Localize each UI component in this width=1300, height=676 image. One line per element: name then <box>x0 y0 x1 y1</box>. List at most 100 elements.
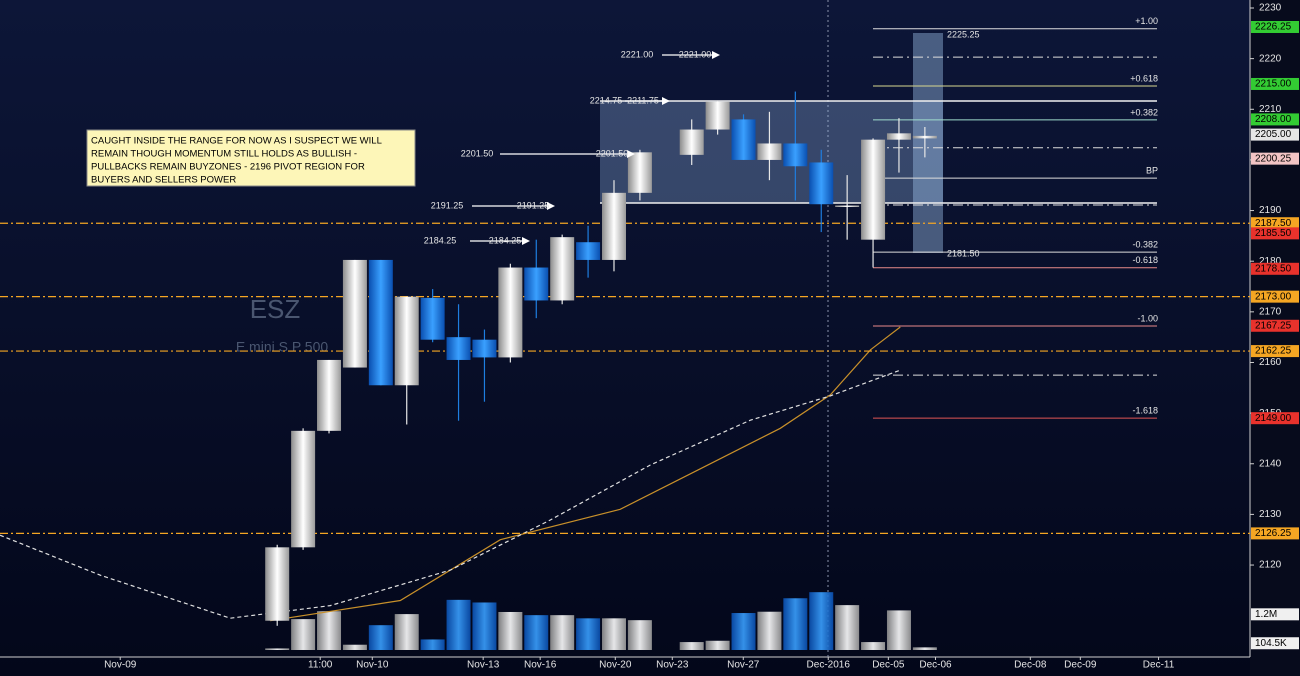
y-tick-label: 2230 <box>1259 3 1282 14</box>
axis-layer: 2230222022102200219021802170216021502140… <box>104 3 1299 671</box>
candle-body <box>731 119 756 160</box>
price-marker: 2208.00 <box>1251 113 1299 126</box>
arrow-target-label: 2201.50 <box>596 148 629 158</box>
price-marker-box <box>1251 20 1299 33</box>
y-tick-label: 2220 <box>1259 53 1282 64</box>
price-marker-box <box>1251 290 1299 303</box>
price-marker: 2149.00 <box>1251 412 1299 425</box>
x-tick-label: Nov-23 <box>656 660 689 671</box>
x-tick-label: Dec-05 <box>872 660 905 671</box>
moving-average <box>270 326 901 622</box>
volume-bar <box>368 625 393 650</box>
x-tick-label: Nov-13 <box>467 660 500 671</box>
price-marker-label: 2167.25 <box>1255 320 1292 331</box>
x-tick-label: Dec-11 <box>1143 660 1175 671</box>
price-marker-label: 2187.50 <box>1255 218 1292 229</box>
volume-marker: 104.5K <box>1251 637 1299 650</box>
volume-marker: 1.2M <box>1251 608 1299 621</box>
price-marker-box <box>1251 128 1299 141</box>
candle-body <box>524 267 549 301</box>
volume-bar <box>524 615 549 650</box>
price-marker-box <box>1251 262 1299 275</box>
note-line: CAUGHT INSIDE THE RANGE FOR NOW AS I SUS… <box>91 136 382 147</box>
note-box: CAUGHT INSIDE THE RANGE FOR NOW AS I SUS… <box>86 129 416 187</box>
volume-bar <box>679 642 704 650</box>
range-label: 2225.25 <box>947 29 980 39</box>
arrow-head <box>662 97 670 105</box>
range-label: 2181.50 <box>947 248 980 258</box>
price-marker: 2126.25 <box>1251 527 1299 540</box>
level-layer: +1.00 +0.618 +0.382 BP -0.382 -0.618 -1.00 -1.6… <box>0 16 1250 534</box>
moving-average <box>0 369 901 619</box>
indicator-layer <box>0 326 901 622</box>
price-marker-label: 2205.00 <box>1255 129 1292 140</box>
x-tick-label: Nov-10 <box>356 660 389 671</box>
volume-bar <box>886 610 911 650</box>
volume-bar <box>317 611 342 650</box>
price-marker-label: 2162.25 <box>1255 346 1292 357</box>
note-line: REMAIN THOUGH MOMENTUM STILL HOLDS AS BU… <box>91 149 357 160</box>
price-marker: 2162.25 <box>1251 345 1299 358</box>
volume-bar <box>627 620 652 650</box>
arrow-head <box>627 150 635 158</box>
x-tick-label: Dec-08 <box>1014 660 1047 671</box>
x-tick-label: Dec-2016 <box>807 660 851 671</box>
volume-bar <box>472 602 497 650</box>
arrow-label: 2214.75 <box>590 95 623 105</box>
fib-label: -1.00 <box>1137 313 1158 323</box>
arrow-label: 2201.50 <box>461 148 494 158</box>
price-marker-box <box>1251 527 1299 540</box>
volume-bar <box>835 605 860 650</box>
x-tick-label: Nov-20 <box>599 660 632 671</box>
price-marker: 2185.50 <box>1251 227 1299 240</box>
price-marker-label: 2208.00 <box>1255 114 1292 125</box>
arrow-target-label: 2191.25 <box>517 200 550 210</box>
y-tick-label: 2190 <box>1259 205 1282 216</box>
y-tick-label: 2130 <box>1259 509 1282 520</box>
price-marker-box <box>1251 227 1299 240</box>
price-marker-label: 2126.25 <box>1255 528 1292 539</box>
x-tick-label: Dec-06 <box>919 660 952 671</box>
y-tick-label: 2120 <box>1259 560 1282 571</box>
price-marker-label: 2173.00 <box>1255 291 1292 302</box>
volume-marker-label: 1.2M <box>1255 609 1277 620</box>
candle-body <box>368 259 393 386</box>
arrow-head <box>712 51 720 59</box>
price-marker-label: 2178.50 <box>1255 263 1292 274</box>
volume-bar <box>576 618 601 650</box>
x-tick-label: Nov-27 <box>727 660 760 671</box>
fib-label: BP <box>1146 166 1158 176</box>
price-marker-label: 2200.25 <box>1255 153 1292 164</box>
volume-bar <box>265 648 290 650</box>
volume-bar <box>912 647 937 650</box>
price-marker-box <box>1251 152 1299 165</box>
note-background <box>86 129 416 187</box>
volume-bar <box>342 644 367 650</box>
price-marker-label: 2226.25 <box>1255 22 1292 33</box>
price-marker-label: 2215.00 <box>1255 79 1292 90</box>
arrow-target-label: 2221.00 <box>679 49 712 59</box>
note-line: PULLBACKS REMAIN BUYZONES - 2196 PIVOT R… <box>91 162 365 173</box>
candle-body <box>291 430 316 548</box>
fib-label: -1.618 <box>1132 406 1158 416</box>
volume-bar <box>757 611 782 650</box>
candle-body <box>498 267 523 358</box>
projection-box <box>913 33 943 253</box>
price-marker: 2187.50 <box>1251 217 1299 230</box>
watermark-symbol: ESZ <box>250 294 301 324</box>
fib-label: +0.618 <box>1130 73 1158 83</box>
candle-body <box>472 339 497 358</box>
arrow-head <box>522 237 530 245</box>
price-axis-bg <box>1250 0 1300 676</box>
price-marker: 2200.25 <box>1251 152 1299 165</box>
candle-body <box>394 296 419 386</box>
volume-bar <box>446 599 471 650</box>
candle-body <box>550 237 575 301</box>
fib-label: -0.618 <box>1132 255 1158 265</box>
arrow-target-label: 2211.75 <box>627 95 659 105</box>
price-marker: 2178.50 <box>1251 262 1299 275</box>
arrow-target-label: 2184.25 <box>489 235 522 245</box>
volume-bar <box>731 613 756 650</box>
price-marker: 2167.25 <box>1251 319 1299 332</box>
